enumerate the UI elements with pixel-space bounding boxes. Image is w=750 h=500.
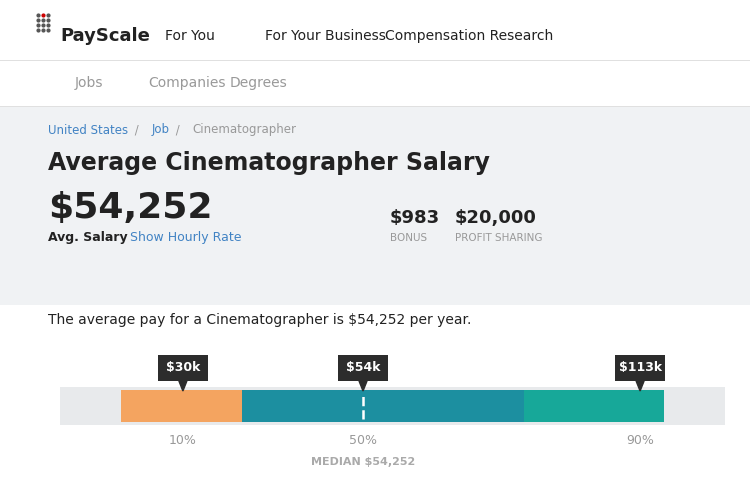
Text: Companies: Companies: [148, 76, 226, 90]
FancyBboxPatch shape: [0, 305, 750, 500]
Text: $54k: $54k: [346, 362, 380, 374]
Text: MEDIAN $54,252: MEDIAN $54,252: [311, 457, 416, 467]
Text: 90%: 90%: [626, 434, 654, 446]
Text: Avg. Salary: Avg. Salary: [48, 232, 128, 244]
Polygon shape: [636, 381, 644, 391]
Text: $113k: $113k: [619, 362, 662, 374]
FancyBboxPatch shape: [60, 387, 725, 425]
Text: PROFIT SHARING: PROFIT SHARING: [455, 233, 542, 243]
Text: $983: $983: [390, 209, 440, 227]
FancyBboxPatch shape: [0, 107, 750, 305]
Text: /: /: [172, 124, 183, 136]
FancyBboxPatch shape: [158, 355, 208, 381]
FancyBboxPatch shape: [242, 390, 524, 422]
Text: Cinematographer: Cinematographer: [193, 124, 296, 136]
Text: 50%: 50%: [349, 434, 377, 446]
Text: Average Cinematographer Salary: Average Cinematographer Salary: [48, 151, 490, 175]
Text: Jobs: Jobs: [75, 76, 104, 90]
Text: Compensation Research: Compensation Research: [385, 29, 554, 43]
Text: Job: Job: [152, 124, 170, 136]
Text: /: /: [130, 124, 142, 136]
Text: $20,000: $20,000: [455, 209, 537, 227]
Text: For Your Business: For Your Business: [265, 29, 386, 43]
FancyBboxPatch shape: [0, 106, 750, 107]
Text: Show Hourly Rate: Show Hourly Rate: [130, 232, 242, 244]
FancyBboxPatch shape: [615, 355, 665, 381]
Text: 10%: 10%: [169, 434, 196, 446]
Polygon shape: [179, 381, 187, 391]
Text: BONUS: BONUS: [390, 233, 427, 243]
FancyBboxPatch shape: [0, 61, 750, 106]
Text: $54,252: $54,252: [48, 191, 212, 225]
FancyBboxPatch shape: [338, 355, 388, 381]
Text: PayScale: PayScale: [60, 27, 150, 45]
Polygon shape: [359, 381, 367, 391]
Text: For You: For You: [165, 29, 214, 43]
Text: The average pay for a Cinematographer is $54,252 per year.: The average pay for a Cinematographer is…: [48, 313, 471, 327]
FancyBboxPatch shape: [524, 390, 664, 422]
Text: United States: United States: [48, 124, 128, 136]
Text: $30k: $30k: [166, 362, 200, 374]
FancyBboxPatch shape: [0, 0, 750, 60]
FancyBboxPatch shape: [0, 60, 750, 61]
FancyBboxPatch shape: [121, 390, 242, 422]
Text: Degrees: Degrees: [230, 76, 288, 90]
